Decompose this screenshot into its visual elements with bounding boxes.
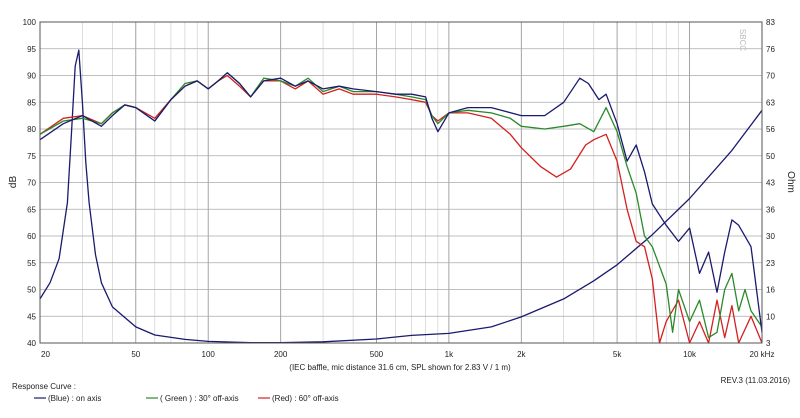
left-tick-label: 75: [27, 152, 36, 161]
left-tick-label: 95: [27, 45, 36, 54]
x-tick-label: 200: [274, 350, 288, 359]
legend-title: Response Curve :: [12, 382, 76, 391]
on-axis-curve: [39, 72, 763, 333]
x-tick-label: 5k: [613, 350, 622, 359]
legend: Response Curve : (Blue) : on axis ( Green…: [12, 382, 339, 403]
left-tick-label: 100: [23, 18, 37, 27]
x-tick-label: 500: [370, 350, 384, 359]
legend-entry: ( Green ) : 30° off-axis: [160, 394, 239, 403]
left-tick-label: 60: [27, 232, 36, 241]
series-group: [39, 49, 763, 344]
left-tick-label: 80: [27, 125, 36, 134]
right-tick-label: 50: [766, 152, 775, 161]
left-axis-label: dB: [8, 176, 19, 189]
left-tick-label: 70: [27, 179, 36, 188]
off-axis-30-curve: [39, 72, 763, 339]
left-tick-label: 55: [27, 259, 36, 268]
left-tick-label: 45: [27, 312, 36, 321]
left-tick-label: 85: [27, 98, 36, 107]
x-tick-label: 50: [131, 350, 140, 359]
right-tick-label: 76: [766, 45, 775, 54]
x-tick-label: 20 kHz: [750, 350, 775, 359]
right-tick-label: 36: [766, 205, 775, 214]
right-tick-label: 16: [766, 286, 775, 295]
measurement-caption: (IEC baffle, mic distance 31.6 cm, SPL s…: [289, 363, 511, 372]
x-tick-label: 2k: [517, 350, 526, 359]
right-tick-label: 3: [766, 339, 771, 348]
impedance-curve: [39, 49, 763, 344]
plot-frame: [39, 21, 763, 344]
right-tick-label: 70: [766, 72, 775, 81]
tick-labels: 40 45 50 55 60 65 70 75 80 85 90 95 100 3 10 16 23 30 36 43…: [23, 18, 776, 359]
left-tick-label: 40: [27, 339, 36, 348]
x-tick-label: 1k: [445, 350, 454, 359]
x-tick-label: 20: [41, 350, 50, 359]
right-tick-label: 56: [766, 125, 775, 134]
right-tick-label: 23: [766, 259, 775, 268]
left-tick-label: 50: [27, 286, 36, 295]
revision-label: REV.3 (11.03.2016): [721, 376, 791, 385]
left-tick-label: 65: [27, 205, 36, 214]
right-tick-label: 63: [766, 98, 775, 107]
right-tick-label: 30: [766, 232, 775, 241]
right-tick-label: 10: [766, 312, 775, 321]
grid: [39, 21, 763, 344]
legend-entry: (Blue) : on axis: [48, 394, 101, 403]
right-axis-label: Ohm: [785, 171, 796, 193]
x-tick-label: 100: [202, 350, 216, 359]
left-tick-label: 90: [27, 72, 36, 81]
legend-entry: (Red) : 60° off-axis: [272, 394, 339, 403]
right-tick-label: 43: [766, 179, 775, 188]
right-tick-label: 83: [766, 18, 775, 27]
watermark: SBCC: [738, 29, 747, 51]
x-tick-label: 10k: [683, 350, 697, 359]
